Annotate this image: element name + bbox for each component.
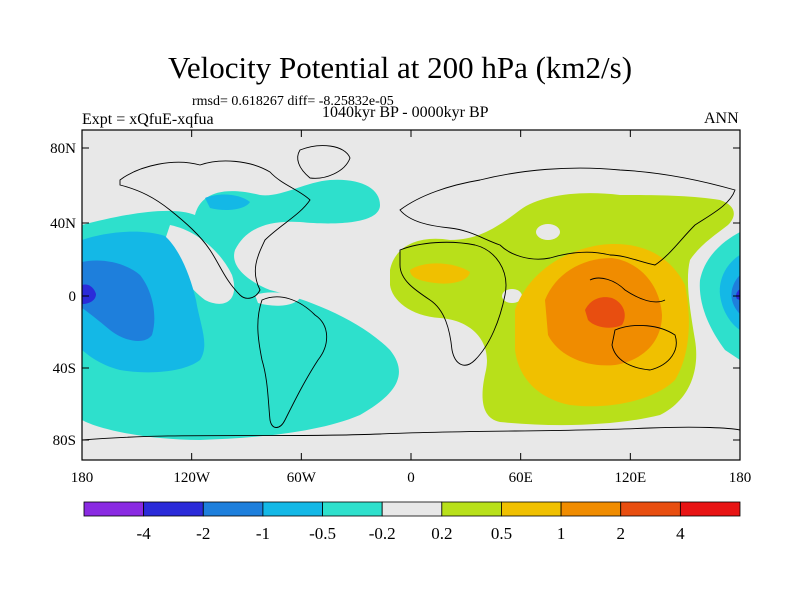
colorbar-label: 2	[616, 524, 625, 543]
colorbar-swatch	[441, 501, 502, 517]
colorbar-label: 0.2	[431, 524, 452, 543]
colorbar-swatch	[202, 501, 264, 517]
coast-greenland	[297, 145, 351, 179]
contour-half-africa	[410, 263, 470, 284]
contour-minus-half-west-pocket	[205, 194, 250, 210]
colorbar-label: -1	[256, 524, 270, 543]
coast-africa	[399, 241, 507, 366]
contour-east-deepblue	[736, 289, 740, 300]
contour-neutral-atlantic	[255, 292, 300, 306]
axis-group: 80N 40N 0 40S 80S 180 120W 60W 0 60E 120E 180	[50, 130, 751, 486]
lon-label: 120W	[173, 470, 211, 486]
lat-label: 80S	[53, 433, 76, 449]
lat-label: 0	[69, 289, 77, 305]
lat-label: 40N	[50, 216, 76, 232]
colorbar-swatch	[501, 501, 562, 517]
colorbar-label: -2	[196, 524, 210, 543]
colorbar-swatch	[679, 501, 741, 517]
colorbar-label: 4	[676, 524, 685, 543]
lon-label: 180	[729, 470, 752, 486]
coast-australia	[611, 325, 677, 371]
contour-minus-two	[82, 284, 96, 304]
colorbar-swatch	[143, 501, 204, 517]
colorbar-label: -0.5	[309, 524, 336, 543]
colorbar-swatch	[83, 501, 145, 517]
season-label: ANN	[704, 110, 739, 127]
lon-label: 60W	[287, 470, 317, 486]
contour-east-darkblue	[731, 275, 740, 314]
coast-south-america	[257, 296, 328, 428]
contour-field	[82, 130, 740, 460]
coast-antarctica	[82, 426, 740, 441]
colorbar-label: 1	[557, 524, 566, 543]
experiment-label: Expt = xQfuE-xqfua	[82, 111, 214, 128]
lon-label: 0	[407, 470, 415, 486]
coast-southeast-asia	[589, 277, 666, 303]
map-title: Velocity Potential at 200 hPa (km2/s)	[167, 50, 633, 85]
colorbar-swatch	[620, 501, 681, 517]
coastlines	[82, 145, 740, 441]
colorbar-swatch	[262, 501, 323, 517]
colorbar: -4 -2 -1 -0.5 -0.2 0.2 0.5 1 2 4	[83, 501, 741, 543]
lat-label: 80N	[50, 141, 76, 157]
coast-europe-asia	[399, 167, 736, 266]
contour-two	[585, 297, 625, 328]
lon-label: 120E	[614, 470, 646, 486]
colorbar-swatch	[560, 501, 622, 517]
coast-north-america	[119, 160, 311, 299]
contour-east-blue	[719, 255, 740, 330]
contour-minus-one	[82, 260, 155, 342]
contour-neutral-pacific	[165, 225, 235, 304]
lon-label: 60E	[509, 470, 533, 486]
stats-text: rmsd= 0.618267 diff= -8.25832e-05	[192, 94, 394, 109]
colorbar-swatch	[381, 501, 443, 517]
colorbar-swatch	[322, 501, 383, 517]
colorbar-label: -0.2	[369, 524, 396, 543]
lat-label: 40S	[53, 361, 76, 377]
period-label: 1040kyr BP - 0000kyr BP	[322, 104, 489, 121]
colorbar-label: 0.5	[491, 524, 512, 543]
contour-neutral-hole-africa	[502, 289, 522, 303]
colorbar-label: -4	[137, 524, 152, 543]
contour-neutral-hole-north	[536, 224, 560, 240]
lon-label: 180	[71, 470, 94, 486]
